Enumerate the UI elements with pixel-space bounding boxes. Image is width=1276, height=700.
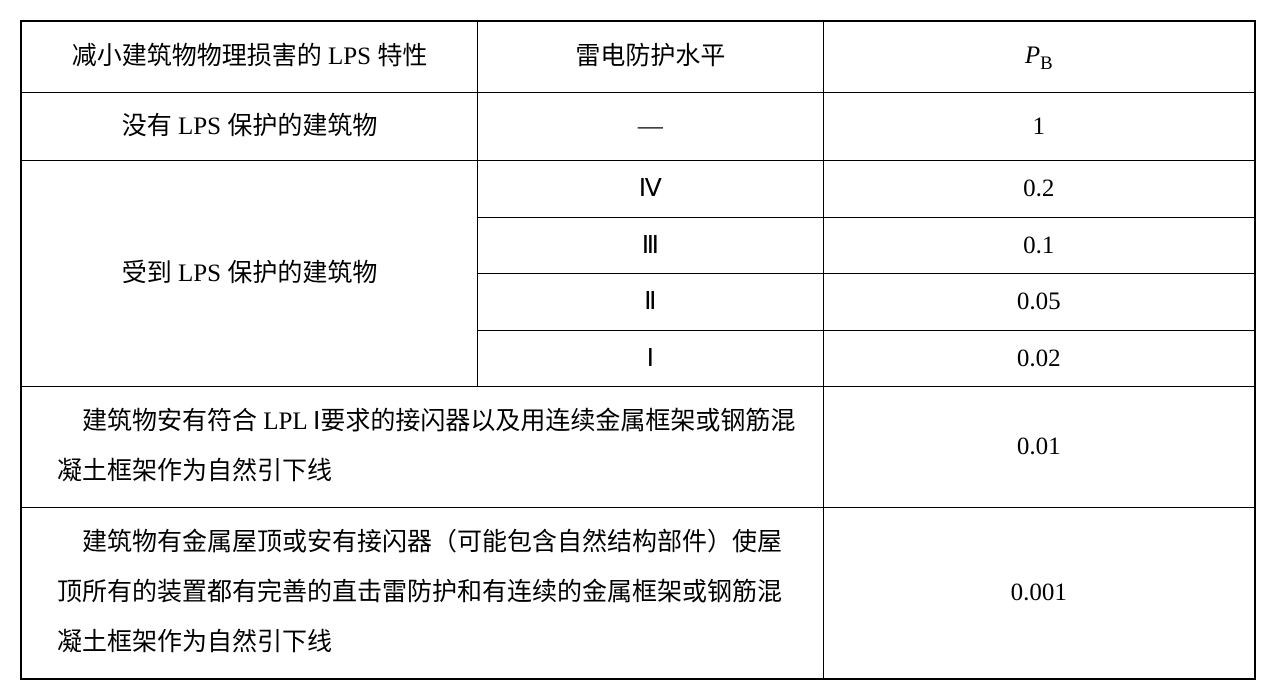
header-row: 减小建筑物物理损害的 LPS 特性 雷电防护水平 PB <box>21 21 1255 92</box>
pb-table-wrapper: 减小建筑物物理损害的 LPS 特性 雷电防护水平 PB 没有 LPS 保护的建筑… <box>20 20 1256 680</box>
cell-no-lps-level: — <box>478 92 824 161</box>
cell-no-lps-label: 没有 LPS 保护的建筑物 <box>21 92 478 161</box>
cell-level-1: Ⅰ <box>478 330 824 387</box>
cell-no-lps-pb: 1 <box>823 92 1255 161</box>
cell-lpl1-label: 建筑物安有符合 LPL Ⅰ要求的接闪器以及用连续金属框架或钢筋混凝土框架作为自然… <box>21 387 823 508</box>
cell-lpl1-pb: 0.01 <box>823 387 1255 508</box>
pb-table: 减小建筑物物理损害的 LPS 特性 雷电防护水平 PB 没有 LPS 保护的建筑… <box>20 20 1256 680</box>
header-lps-characteristic: 减小建筑物物理损害的 LPS 特性 <box>21 21 478 92</box>
row-no-lps: 没有 LPS 保护的建筑物 — 1 <box>21 92 1255 161</box>
cell-level-2: Ⅱ <box>478 274 824 331</box>
header-pb-symbol: P <box>1025 42 1040 69</box>
header-protection-level: 雷电防护水平 <box>478 21 824 92</box>
cell-level-4: Ⅳ <box>478 161 824 218</box>
row-metal-roof: 建筑物有金属屋顶或安有接闪器（可能包含自然结构部件）使屋顶所有的装置都有完善的直… <box>21 508 1255 680</box>
cell-metal-roof-label: 建筑物有金属屋顶或安有接闪器（可能包含自然结构部件）使屋顶所有的装置都有完善的直… <box>21 508 823 680</box>
cell-with-lps-label: 受到 LPS 保护的建筑物 <box>21 161 478 387</box>
cell-pb-2: 0.05 <box>823 274 1255 331</box>
cell-pb-1: 0.02 <box>823 330 1255 387</box>
row-lpl1: 建筑物安有符合 LPL Ⅰ要求的接闪器以及用连续金属框架或钢筋混凝土框架作为自然… <box>21 387 1255 508</box>
cell-pb-3: 0.1 <box>823 217 1255 274</box>
row-with-lps-4: 受到 LPS 保护的建筑物 Ⅳ 0.2 <box>21 161 1255 218</box>
header-pb-subscript: B <box>1040 53 1053 74</box>
cell-pb-4: 0.2 <box>823 161 1255 218</box>
header-pb: PB <box>823 21 1255 92</box>
cell-level-3: Ⅲ <box>478 217 824 274</box>
cell-metal-roof-pb: 0.001 <box>823 508 1255 680</box>
